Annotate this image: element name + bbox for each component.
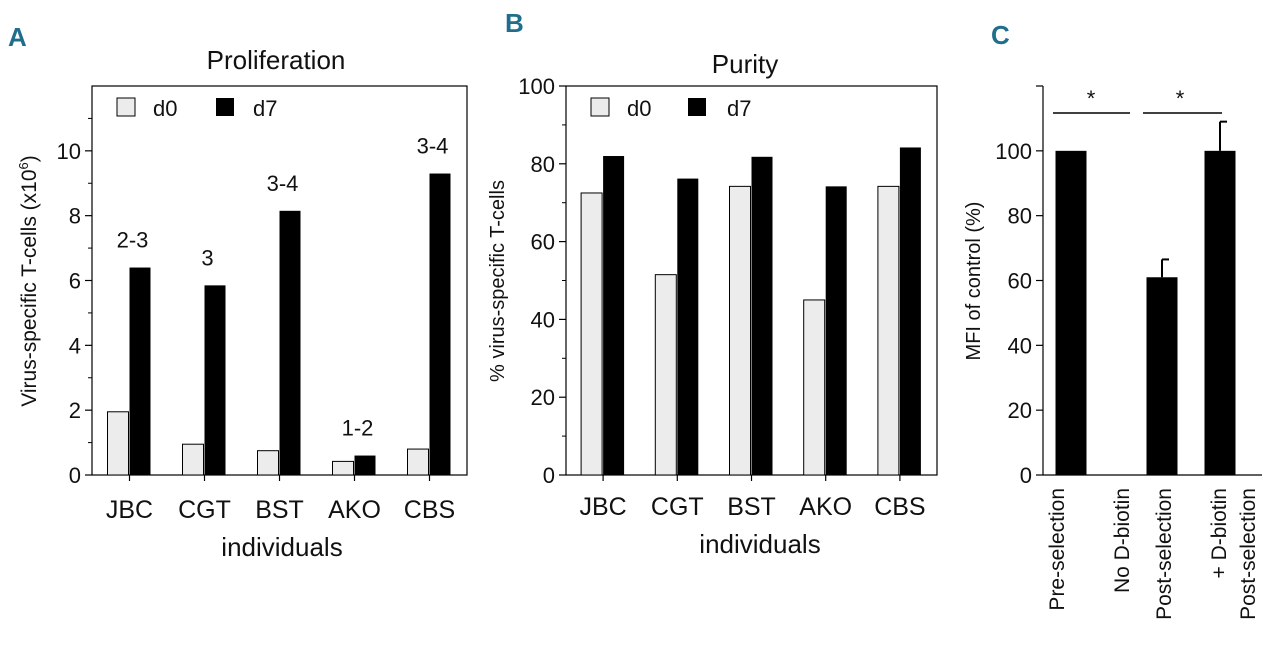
y-axis-a: 0 2 4 6 8 10 bbox=[57, 117, 92, 488]
x-tick-label-b: JBC bbox=[579, 493, 626, 521]
x-tick-label-a: JBC bbox=[106, 496, 153, 524]
bar-d7-jbc bbox=[603, 156, 625, 475]
bar-d7-cbs bbox=[429, 173, 451, 475]
ratio-annotation: 3-4 bbox=[267, 171, 299, 196]
bar-d0-bst bbox=[257, 450, 279, 476]
bar-d0-cbs bbox=[877, 185, 900, 476]
y-tick-label-b: 40 bbox=[531, 307, 555, 332]
bar-d7-bst bbox=[279, 210, 301, 475]
y-axis-title-a-exponent: 6 bbox=[16, 162, 31, 169]
legend-swatch-d7-a bbox=[216, 98, 234, 116]
chart-title-a: Proliferation bbox=[207, 45, 346, 75]
bar-d7-cgt bbox=[204, 285, 226, 475]
bar-d7-ako bbox=[825, 186, 847, 475]
legend-swatch-d0-a bbox=[116, 97, 136, 117]
y-axis-c: 0 20 40 60 80 100 bbox=[995, 85, 1043, 488]
x-tick-label-b: AKO bbox=[799, 493, 852, 521]
x-axis-title-a: individuals bbox=[221, 532, 342, 562]
y-tick-label-a: 4 bbox=[69, 333, 81, 358]
ratio-annotation: 3-4 bbox=[417, 134, 449, 159]
panel-label-c: C bbox=[991, 20, 1010, 50]
legend-label-d7-a: d7 bbox=[253, 96, 277, 121]
y-tick-label-c: 20 bbox=[1008, 398, 1032, 423]
x-tick-label-a: AKO bbox=[328, 496, 381, 524]
panel-label-b: B bbox=[505, 8, 524, 38]
y-tick-label-a: 8 bbox=[69, 204, 81, 229]
legend-label-d7-b: d7 bbox=[727, 96, 751, 121]
legend-swatch-d0-b bbox=[590, 97, 610, 117]
y-tick-label-b: 0 bbox=[543, 463, 555, 488]
ratio-annotation: 1-2 bbox=[342, 416, 374, 441]
x-tick-label-b: CBS bbox=[874, 493, 925, 521]
legend-swatch-d7-b bbox=[688, 98, 706, 116]
significance-star-2: * bbox=[1176, 86, 1185, 111]
x-tick-label-c: Post-selection bbox=[1153, 488, 1176, 620]
y-tick-label-a: 0 bbox=[69, 463, 81, 488]
annotations-a: 2-3 3 3-4 1-2 3-4 bbox=[117, 134, 449, 441]
ratio-annotation: 2-3 bbox=[117, 228, 149, 253]
bar-d7-jbc bbox=[129, 267, 151, 475]
bars-c bbox=[1055, 120, 1236, 476]
x-tick-label-c: + D-biotin bbox=[1208, 488, 1231, 578]
x-tick-label-b: BST bbox=[727, 493, 776, 521]
bar-d7-cgt bbox=[677, 178, 699, 475]
bar-d7-cbs bbox=[899, 147, 921, 475]
bar-d0-cgt bbox=[654, 274, 677, 476]
y-tick-label-b: 100 bbox=[518, 74, 555, 99]
legend-label-d0-b: d0 bbox=[627, 96, 651, 121]
ratio-annotation: 3 bbox=[201, 245, 213, 270]
y-tick-label-c: 60 bbox=[1008, 269, 1032, 294]
x-tick-label-c: Post-selection bbox=[1237, 488, 1260, 620]
x-tick-label-a: CBS bbox=[404, 496, 455, 524]
bar-c-1 bbox=[1146, 277, 1178, 475]
y-tick-label-a: 10 bbox=[57, 139, 81, 164]
x-tick-label-a: BST bbox=[255, 496, 304, 524]
legend-label-d0-a: d0 bbox=[153, 96, 177, 121]
y-tick-label-c: 40 bbox=[1008, 333, 1032, 358]
x-axis-a: JBC CGT BST AKO CBS bbox=[106, 475, 455, 524]
bar-d0-ako bbox=[803, 299, 826, 476]
bars-a bbox=[107, 173, 451, 476]
panel-label-a: A bbox=[8, 22, 27, 52]
significance-star-1: * bbox=[1087, 86, 1096, 111]
y-axis-title-a-main: Virus-specific T-cells (x10 bbox=[18, 169, 41, 406]
bars-b bbox=[580, 147, 921, 476]
x-tick-label-c: Pre-selection bbox=[1046, 488, 1069, 611]
bar-d0-cbs bbox=[407, 448, 429, 476]
x-axis-b: JBC CGT BST AKO CBS bbox=[579, 475, 926, 521]
bar-c-0 bbox=[1055, 150, 1087, 476]
x-axis-c: Pre-selection No D-biotin Post-selection + … bbox=[1046, 488, 1260, 620]
x-tick-label-a: CGT bbox=[178, 496, 231, 524]
y-tick-label-a: 2 bbox=[69, 398, 81, 423]
bar-d0-jbc bbox=[107, 411, 129, 476]
x-axis-title-b: individuals bbox=[699, 529, 820, 559]
bar-d0-bst bbox=[729, 185, 751, 476]
bar-d7-ako bbox=[354, 455, 376, 475]
bar-d0-cgt bbox=[182, 443, 204, 476]
bar-d7-bst bbox=[751, 156, 773, 475]
y-tick-label-b: 80 bbox=[531, 152, 555, 177]
y-tick-label-c: 100 bbox=[995, 139, 1032, 164]
y-axis-title-c: MFI of control (%) bbox=[963, 202, 985, 361]
bar-d0-jbc bbox=[580, 192, 603, 476]
y-tick-label-c: 80 bbox=[1008, 204, 1032, 229]
bar-c-2 bbox=[1204, 150, 1236, 476]
y-axis-b: 0 20 40 60 80 100 bbox=[518, 74, 566, 488]
y-tick-label-b: 20 bbox=[531, 385, 555, 410]
panel-b-purity-chart: B Purity 0 20 40 60 80 100 JBC CGT BST AKO CBS d0… bbox=[487, 8, 938, 559]
bar-d0-ako bbox=[332, 460, 354, 476]
y-tick-label-a: 6 bbox=[69, 269, 81, 294]
chart-title-b: Purity bbox=[712, 49, 778, 79]
y-axis-title-b: % virus-specific T-cells bbox=[487, 180, 509, 382]
y-axis-title-a-close: ) bbox=[18, 155, 41, 162]
x-tick-label-c: No D-biotin bbox=[1111, 488, 1134, 593]
x-tick-label-b: CGT bbox=[651, 493, 704, 521]
y-tick-label-b: 60 bbox=[531, 230, 555, 255]
y-axis-title-a: Virus-specific T-cells (x106) bbox=[16, 155, 41, 407]
y-tick-label-c: 0 bbox=[1020, 463, 1032, 488]
